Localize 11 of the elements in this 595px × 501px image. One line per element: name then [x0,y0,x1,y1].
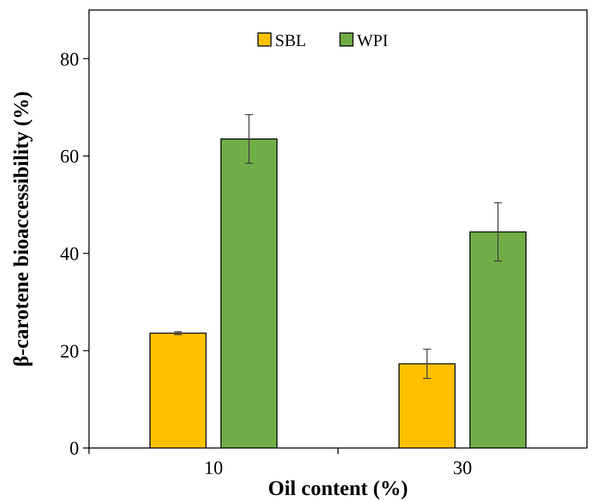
y-tick-label: 0 [70,438,79,460]
y-tick-label: 40 [60,244,79,265]
x-axis-title: Oil content (%) [268,476,408,500]
y-axis-title: β-carotene bioaccessibility (%) [9,91,33,367]
y-tick-label: 80 [60,49,79,70]
y-tick-label: 20 [60,341,79,362]
x-tick-label: 10 [204,458,223,479]
y-tick-label: 60 [60,146,79,168]
legend-label: SBL [275,30,306,50]
legend-label: WPI [357,30,388,50]
x-tick-label: 30 [453,458,472,479]
